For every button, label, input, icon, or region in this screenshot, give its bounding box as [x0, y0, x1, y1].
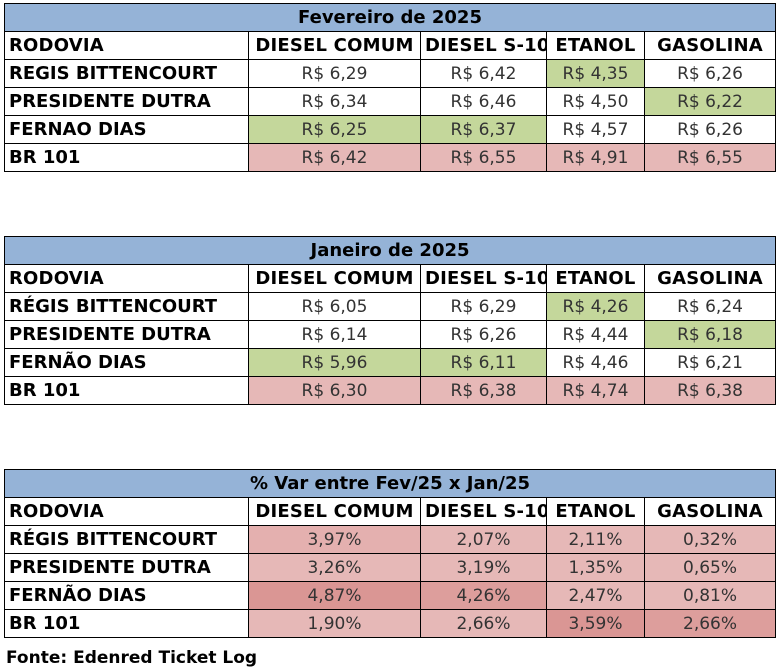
col-header-rodovia: RODOVIA	[4, 264, 249, 293]
variation-cell: 2,47%	[546, 581, 645, 610]
table-title: Fevereiro de 2025	[3, 3, 777, 32]
col-header-gasolina: GASOLINA	[643, 264, 777, 293]
variation-cell: 2,66%	[643, 609, 777, 638]
table-row: BR 101 R$ 6,42 R$ 6,55 R$ 4,91 R$ 6,55	[4, 143, 777, 172]
variation-cell: 2,07%	[420, 525, 547, 554]
road-name: FERNÃO DIAS	[4, 348, 249, 377]
table-row: PRESIDENTE DUTRA R$ 6,14 R$ 6,26 R$ 4,44…	[4, 320, 777, 349]
price-cell: R$ 6,34	[248, 87, 421, 116]
road-name: PRESIDENTE DUTRA	[4, 87, 249, 116]
variation-cell: 2,66%	[420, 609, 547, 638]
price-cell: R$ 4,35	[546, 59, 645, 88]
table-row: RÉGIS BITTENCOURT 3,97% 2,07% 2,11% 0,32…	[4, 525, 777, 554]
price-cell: R$ 6,42	[248, 143, 421, 172]
price-cell: R$ 6,29	[248, 59, 421, 88]
variation-cell: 0,32%	[643, 525, 777, 554]
price-cell: R$ 6,55	[643, 143, 777, 172]
price-cell: R$ 4,44	[546, 320, 645, 349]
col-header-diesel-comum: DIESEL COMUM	[248, 497, 421, 526]
table-row: RÉGIS BITTENCOURT R$ 6,05 R$ 6,29 R$ 4,2…	[4, 292, 777, 321]
col-header-rodovia: RODOVIA	[4, 31, 249, 60]
price-cell: R$ 6,21	[643, 348, 777, 377]
table-title: % Var entre Fev/25 x Jan/25	[3, 469, 777, 498]
janeiro-price-table: Janeiro de 2025 RODOVIA DIESEL COMUM DIE…	[3, 236, 777, 405]
table-row: FERNÃO DIAS R$ 5,96 R$ 6,11 R$ 4,46 R$ 6…	[4, 348, 777, 377]
source-note: Fonte: Edenred Ticket Log	[6, 648, 258, 668]
table-row: FERNAO DIAS R$ 6,25 R$ 6,37 R$ 4,57 R$ 6…	[4, 115, 777, 144]
col-header-etanol: ETANOL	[546, 497, 645, 526]
price-cell: R$ 6,24	[643, 292, 777, 321]
price-cell: R$ 6,30	[248, 376, 421, 405]
price-cell: R$ 5,96	[248, 348, 421, 377]
variation-cell: 3,19%	[420, 553, 547, 582]
price-cell: R$ 4,57	[546, 115, 645, 144]
road-name: FERNÃO DIAS	[4, 581, 249, 610]
road-name: BR 101	[4, 143, 249, 172]
header-row: RODOVIA DIESEL COMUM DIESEL S-10 ETANOL …	[4, 264, 777, 293]
road-name: RÉGIS BITTENCOURT	[4, 292, 249, 321]
road-name: PRESIDENTE DUTRA	[4, 553, 249, 582]
variation-cell: 4,26%	[420, 581, 547, 610]
price-cell: R$ 6,46	[420, 87, 547, 116]
variation-cell: 1,90%	[248, 609, 421, 638]
variation-cell: 3,97%	[248, 525, 421, 554]
col-header-rodovia: RODOVIA	[4, 497, 249, 526]
price-cell: R$ 6,38	[643, 376, 777, 405]
col-header-diesel-comum: DIESEL COMUM	[248, 31, 421, 60]
col-header-etanol: ETANOL	[546, 264, 645, 293]
variation-cell: 4,87%	[248, 581, 421, 610]
price-cell: R$ 6,11	[420, 348, 547, 377]
col-header-diesel-s10: DIESEL S-10	[420, 264, 547, 293]
variation-cell: 3,26%	[248, 553, 421, 582]
col-header-diesel-s10: DIESEL S-10	[420, 497, 547, 526]
col-header-etanol: ETANOL	[546, 31, 645, 60]
header-row: RODOVIA DIESEL COMUM DIESEL S-10 ETANOL …	[4, 31, 777, 60]
variation-table: % Var entre Fev/25 x Jan/25 RODOVIA DIES…	[3, 469, 777, 638]
price-cell: R$ 6,25	[248, 115, 421, 144]
table-row: BR 101 1,90% 2,66% 3,59% 2,66%	[4, 609, 777, 638]
price-cell: R$ 6,29	[420, 292, 547, 321]
price-cell: R$ 4,91	[546, 143, 645, 172]
table-row: BR 101 R$ 6,30 R$ 6,38 R$ 4,74 R$ 6,38	[4, 376, 777, 405]
table-row: FERNÃO DIAS 4,87% 4,26% 2,47% 0,81%	[4, 581, 777, 610]
variation-cell: 2,11%	[546, 525, 645, 554]
road-name: BR 101	[4, 609, 249, 638]
variation-cell: 3,59%	[546, 609, 645, 638]
price-cell: R$ 6,42	[420, 59, 547, 88]
price-cell: R$ 6,18	[643, 320, 777, 349]
price-cell: R$ 6,14	[248, 320, 421, 349]
header-row: RODOVIA DIESEL COMUM DIESEL S-10 ETANOL …	[4, 497, 777, 526]
table-row: REGIS BITTENCOURT R$ 6,29 R$ 6,42 R$ 4,3…	[4, 59, 777, 88]
fevereiro-price-table: Fevereiro de 2025 RODOVIA DIESEL COMUM D…	[3, 3, 777, 172]
price-cell: R$ 6,55	[420, 143, 547, 172]
col-header-diesel-s10: DIESEL S-10	[420, 31, 547, 60]
price-cell: R$ 4,74	[546, 376, 645, 405]
table-title: Janeiro de 2025	[3, 236, 777, 265]
price-cell: R$ 4,26	[546, 292, 645, 321]
price-cell: R$ 6,26	[643, 59, 777, 88]
price-cell: R$ 6,05	[248, 292, 421, 321]
road-name: BR 101	[4, 376, 249, 405]
table-row: PRESIDENTE DUTRA R$ 6,34 R$ 6,46 R$ 4,50…	[4, 87, 777, 116]
price-cell: R$ 6,22	[643, 87, 777, 116]
road-name: RÉGIS BITTENCOURT	[4, 525, 249, 554]
col-header-gasolina: GASOLINA	[643, 497, 777, 526]
col-header-gasolina: GASOLINA	[643, 31, 777, 60]
variation-cell: 0,81%	[643, 581, 777, 610]
price-cell: R$ 4,50	[546, 87, 645, 116]
variation-cell: 0,65%	[643, 553, 777, 582]
road-name: REGIS BITTENCOURT	[4, 59, 249, 88]
price-cell: R$ 6,38	[420, 376, 547, 405]
price-cell: R$ 4,46	[546, 348, 645, 377]
variation-cell: 1,35%	[546, 553, 645, 582]
col-header-diesel-comum: DIESEL COMUM	[248, 264, 421, 293]
table-row: PRESIDENTE DUTRA 3,26% 3,19% 1,35% 0,65%	[4, 553, 777, 582]
price-cell: R$ 6,37	[420, 115, 547, 144]
road-name: PRESIDENTE DUTRA	[4, 320, 249, 349]
price-cell: R$ 6,26	[643, 115, 777, 144]
road-name: FERNAO DIAS	[4, 115, 249, 144]
price-cell: R$ 6,26	[420, 320, 547, 349]
